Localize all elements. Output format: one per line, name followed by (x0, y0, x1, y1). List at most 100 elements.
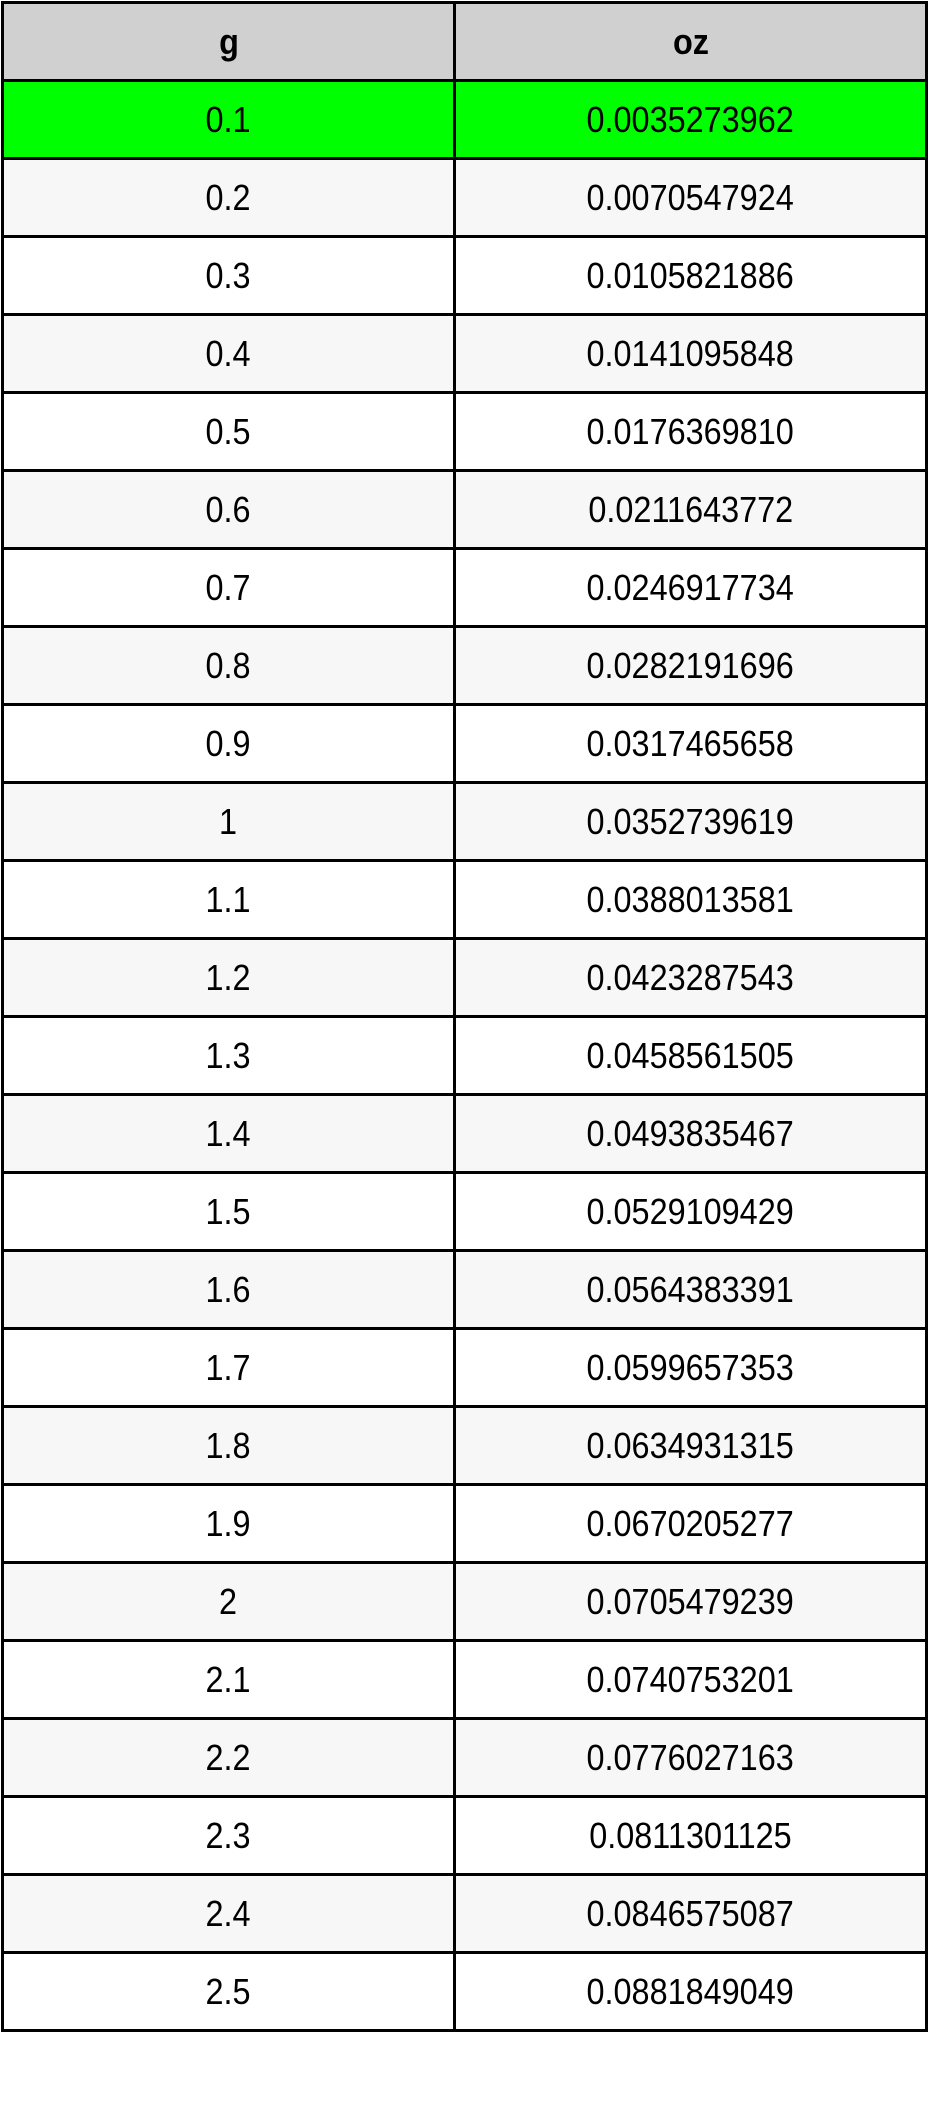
table-row: 1.9 0.0670205277 (1, 1483, 928, 1564)
cell-oz: 0.0141095848 (453, 313, 928, 394)
cell-value: 0.0105821886 (586, 254, 795, 296)
cell-value: 0.0388013581 (586, 878, 795, 920)
cell-value: 1.3 (205, 1034, 252, 1076)
cell-value: 0.0846575087 (586, 1892, 795, 1934)
cell-g: 1.6 (1, 1249, 456, 1330)
cell-g: 1.3 (1, 1015, 456, 1096)
table-row: 2.1 0.0740753201 (1, 1639, 928, 1720)
table-row: 0.6 0.0211643772 (1, 469, 928, 550)
cell-value: 2.5 (205, 1970, 252, 2012)
table-row: 0.7 0.0246917734 (1, 547, 928, 628)
cell-value: 1.2 (205, 956, 252, 998)
conversion-table: g oz 0.1 0.0035273962 0.2 0.0070547924 0.3 0.… (1, 1, 928, 2032)
table-row: 2 0.0705479239 (1, 1561, 928, 1642)
table-row: 1.3 0.0458561505 (1, 1015, 928, 1096)
cell-value: 0.0670205277 (586, 1502, 795, 1544)
cell-value: 0.0599657353 (586, 1346, 795, 1388)
cell-g: 2.4 (1, 1873, 456, 1954)
cell-value: 2.1 (205, 1658, 252, 1700)
cell-value: 0.0246917734 (586, 566, 795, 608)
cell-value: 0.0776027163 (586, 1736, 795, 1778)
table-row: 0.3 0.0105821886 (1, 235, 928, 316)
cell-value: 0.0634931315 (586, 1424, 795, 1466)
cell-g: 0.7 (1, 547, 456, 628)
table-row: 0.2 0.0070547924 (1, 157, 928, 238)
cell-value: 0.0035273962 (586, 98, 795, 140)
header-label: g (218, 20, 239, 62)
cell-oz: 0.0776027163 (453, 1717, 928, 1798)
table-row: 1.6 0.0564383391 (1, 1249, 928, 1330)
cell-value: 0.2 (205, 176, 252, 218)
cell-value: 0.5 (205, 410, 252, 452)
cell-oz: 0.0246917734 (453, 547, 928, 628)
table-row: 1.1 0.0388013581 (1, 859, 928, 940)
table-row-highlighted: 0.1 0.0035273962 (1, 79, 928, 160)
cell-value: 0.0564383391 (586, 1268, 795, 1310)
cell-g: 0.9 (1, 703, 456, 784)
cell-value: 0.0458561505 (586, 1034, 795, 1076)
cell-g: 0.6 (1, 469, 456, 550)
cell-g: 1.4 (1, 1093, 456, 1174)
cell-oz: 0.0881849049 (453, 1951, 928, 2032)
table-row: 1.8 0.0634931315 (1, 1405, 928, 1486)
cell-value: 0.0423287543 (586, 956, 795, 998)
cell-g: 2 (1, 1561, 456, 1642)
cell-g: 2.5 (1, 1951, 456, 2032)
table-row: 0.5 0.0176369810 (1, 391, 928, 472)
cell-oz: 0.0670205277 (453, 1483, 928, 1564)
cell-g: 0.2 (1, 157, 456, 238)
table-row: 0.4 0.0141095848 (1, 313, 928, 394)
cell-oz: 0.0705479239 (453, 1561, 928, 1642)
cell-g: 2.1 (1, 1639, 456, 1720)
cell-oz: 0.0458561505 (453, 1015, 928, 1096)
cell-value: 0.0282191696 (586, 644, 795, 686)
cell-oz: 0.0211643772 (453, 469, 928, 550)
cell-oz: 0.0846575087 (453, 1873, 928, 1954)
cell-value: 0.0881849049 (586, 1970, 795, 2012)
cell-value: 0.0740753201 (586, 1658, 795, 1700)
cell-oz: 0.0634931315 (453, 1405, 928, 1486)
cell-oz: 0.0388013581 (453, 859, 928, 940)
cell-oz: 0.0493835467 (453, 1093, 928, 1174)
cell-oz: 0.0352739619 (453, 781, 928, 862)
cell-g: 1.5 (1, 1171, 456, 1252)
cell-value: 2.2 (205, 1736, 252, 1778)
cell-value: 0.9 (205, 722, 252, 764)
cell-oz: 0.0105821886 (453, 235, 928, 316)
cell-g: 2.3 (1, 1795, 456, 1876)
cell-oz: 0.0423287543 (453, 937, 928, 1018)
table-row: 0.9 0.0317465658 (1, 703, 928, 784)
cell-value: 0.0493835467 (586, 1112, 795, 1154)
cell-value: 1.1 (205, 878, 252, 920)
cell-g: 0.1 (1, 79, 456, 160)
cell-value: 0.6 (205, 488, 252, 530)
cell-oz: 0.0811301125 (453, 1795, 928, 1876)
cell-value: 2.3 (205, 1814, 252, 1856)
cell-value: 1.9 (205, 1502, 252, 1544)
cell-g: 0.4 (1, 313, 456, 394)
table-row: 1 0.0352739619 (1, 781, 928, 862)
cell-value: 0.3 (205, 254, 252, 296)
cell-g: 0.8 (1, 625, 456, 706)
cell-value: 0.0070547924 (586, 176, 795, 218)
table-row: 1.2 0.0423287543 (1, 937, 928, 1018)
cell-value: 0.7 (205, 566, 252, 608)
cell-value: 1 (219, 800, 238, 842)
cell-oz: 0.0282191696 (453, 625, 928, 706)
header-row: g oz (1, 1, 928, 82)
cell-g: 1.2 (1, 937, 456, 1018)
cell-g: 1.1 (1, 859, 456, 940)
table-row: 2.4 0.0846575087 (1, 1873, 928, 1954)
cell-value: 0.4 (205, 332, 252, 374)
cell-value: 0.0352739619 (586, 800, 795, 842)
table-row: 1.5 0.0529109429 (1, 1171, 928, 1252)
cell-oz: 0.0176369810 (453, 391, 928, 472)
cell-value: 1.8 (205, 1424, 252, 1466)
cell-value: 0.0317465658 (586, 722, 795, 764)
cell-value: 2.4 (205, 1892, 252, 1934)
cell-oz: 0.0317465658 (453, 703, 928, 784)
table-row: 1.4 0.0493835467 (1, 1093, 928, 1174)
table-row: 2.3 0.0811301125 (1, 1795, 928, 1876)
header-label: oz (672, 20, 709, 62)
table-row: 0.8 0.0282191696 (1, 625, 928, 706)
